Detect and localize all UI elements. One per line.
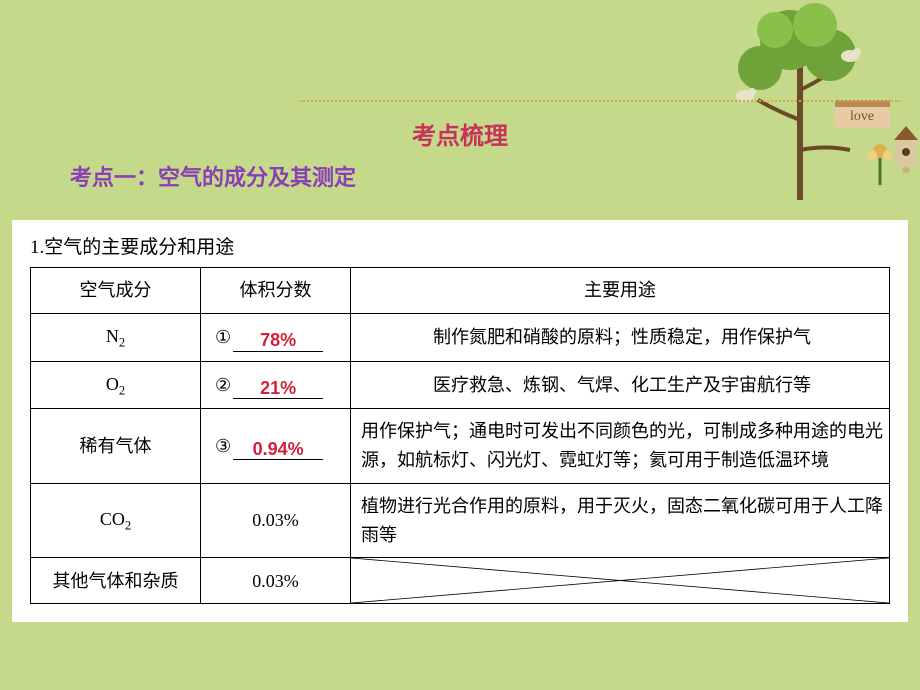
cell-use: [351, 558, 890, 604]
col-header-use: 主要用途: [351, 268, 890, 314]
answer-text: 78%: [260, 330, 296, 350]
cell-component: CO2: [31, 483, 201, 558]
section-title: 1.空气的主要成分和用途: [30, 232, 890, 259]
cell-component: 其他气体和杂质: [31, 558, 201, 604]
fill-blank: 21%: [233, 379, 323, 400]
col-header-component: 空气成分: [31, 268, 201, 314]
answer-text: 0.94%: [253, 439, 304, 459]
table-row: N2 ① 78% 制作氮肥和硝酸的原料；性质稳定，用作保护气: [31, 313, 890, 361]
cell-use: 制作氮肥和硝酸的原料；性质稳定，用作保护气: [351, 313, 890, 361]
blank-label: ①: [215, 323, 231, 352]
cell-fraction: 0.03%: [201, 558, 351, 604]
cell-use: 植物进行光合作用的原料，用于灭火，固态二氧化碳可用于人工降雨等: [351, 483, 890, 558]
cell-fraction: ① 78%: [201, 313, 351, 361]
table-row: 其他气体和杂质0.03%: [31, 558, 890, 604]
svg-text:love: love: [850, 109, 874, 124]
cell-component: O2: [31, 361, 201, 409]
air-composition-table: 空气成分 体积分数 主要用途 N2 ① 78% 制作氮肥和硝酸的原料；性质稳定，用作保…: [30, 267, 890, 604]
table-row: CO20.03%植物进行光合作用的原料，用于灭火，固态二氧化碳可用于人工降雨等: [31, 483, 890, 558]
fill-blank: 0.94%: [233, 440, 323, 461]
cell-use: 用作保护气；通电时可发出不同颜色的光，可制成多种用途的电光源，如航标灯、闪光灯、…: [351, 409, 890, 484]
content-panel: 1.空气的主要成分和用途 空气成分 体积分数 主要用途 N2 ① 78% 制作氮肥和硝…: [12, 220, 908, 622]
dotted-divider: [300, 100, 900, 102]
cell-fraction: 0.03%: [201, 483, 351, 558]
cell-use: 医疗救急、炼钢、气焊、化工生产及宇宙航行等: [351, 361, 890, 409]
cell-fraction: ② 21%: [201, 361, 351, 409]
fill-blank: 78%: [233, 331, 323, 352]
table-row: 稀有气体 ③ 0.94% 用作保护气；通电时可发出不同颜色的光，可制成多种用途的电光源…: [31, 409, 890, 484]
sub-heading: 考点一：空气的成分及其测定: [70, 160, 356, 192]
cell-component: 稀有气体: [31, 409, 201, 484]
cell-component: N2: [31, 313, 201, 361]
table-row: O2 ② 21% 医疗救急、炼钢、气焊、化工生产及宇宙航行等: [31, 361, 890, 409]
cell-fraction: ③ 0.94%: [201, 409, 351, 484]
main-heading: 考点梳理: [412, 116, 508, 151]
blank-label: ③: [215, 432, 231, 461]
answer-text: 21%: [260, 378, 296, 398]
blank-label: ②: [215, 371, 231, 400]
col-header-fraction: 体积分数: [201, 268, 351, 314]
